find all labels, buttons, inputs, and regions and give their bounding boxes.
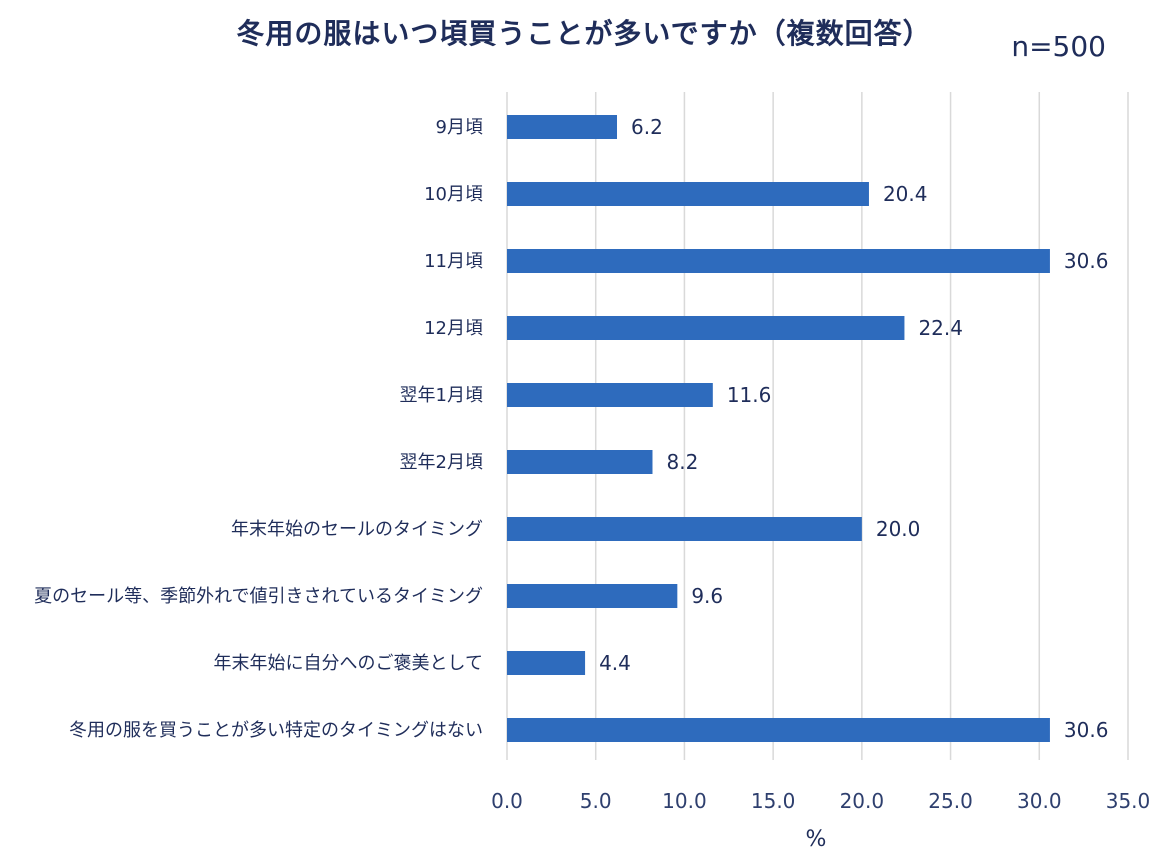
category-label: 夏のセール等、季節外れで値引きされているタイミング <box>34 586 483 607</box>
x-axis-title: % <box>806 827 827 852</box>
x-tick-label: 35.0 <box>1106 789 1151 813</box>
data-label: 4.4 <box>599 651 631 675</box>
x-tick-label: 5.0 <box>580 789 612 813</box>
category-label: 9月頃 <box>436 117 483 138</box>
data-label: 30.6 <box>1064 718 1109 742</box>
sample-size: n=500 <box>1011 30 1106 63</box>
category-label: 年末年始のセールのタイミング <box>231 519 483 540</box>
category-label: 12月頃 <box>424 318 483 339</box>
x-tick-label: 30.0 <box>1017 789 1062 813</box>
x-tick-label: 25.0 <box>928 789 973 813</box>
category-label: 翌年2月頃 <box>400 452 483 473</box>
data-label: 20.0 <box>876 517 921 541</box>
chart-title: 冬用の服はいつ頃買うことが多いですか（複数回答） <box>236 17 932 50</box>
category-label: 年末年始に自分へのご褒美として <box>214 653 483 674</box>
category-label: 冬用の服を買うことが多い特定のタイミングはない <box>69 720 483 741</box>
x-tick-label: 0.0 <box>491 789 523 813</box>
data-label: 9.6 <box>691 584 723 608</box>
bar <box>507 450 653 474</box>
data-label: 20.4 <box>883 182 928 206</box>
x-tick-label: 15.0 <box>751 789 796 813</box>
data-label: 30.6 <box>1064 249 1109 273</box>
bar <box>507 651 586 675</box>
bar <box>507 584 678 608</box>
data-label: 6.2 <box>631 115 663 139</box>
labels: 0.0 5.0 10.0 15.0 20.0 25.0 30.0 35.0 9月頃 6.2 10月頃… <box>34 115 1150 813</box>
x-tick-label: 10.0 <box>662 789 707 813</box>
bar <box>507 249 1050 273</box>
bar <box>507 383 713 407</box>
data-label: 11.6 <box>727 383 772 407</box>
category-label: 11月頃 <box>424 251 483 272</box>
category-label: 翌年1月頃 <box>400 385 483 406</box>
bars <box>507 115 1050 742</box>
bar <box>507 316 905 340</box>
bar <box>507 115 618 139</box>
data-label: 22.4 <box>918 316 963 340</box>
bar <box>507 182 869 206</box>
x-tick-label: 20.0 <box>840 789 885 813</box>
bar <box>507 718 1050 742</box>
bar <box>507 517 862 541</box>
data-label: 8.2 <box>666 450 698 474</box>
category-label: 10月頃 <box>424 184 483 205</box>
